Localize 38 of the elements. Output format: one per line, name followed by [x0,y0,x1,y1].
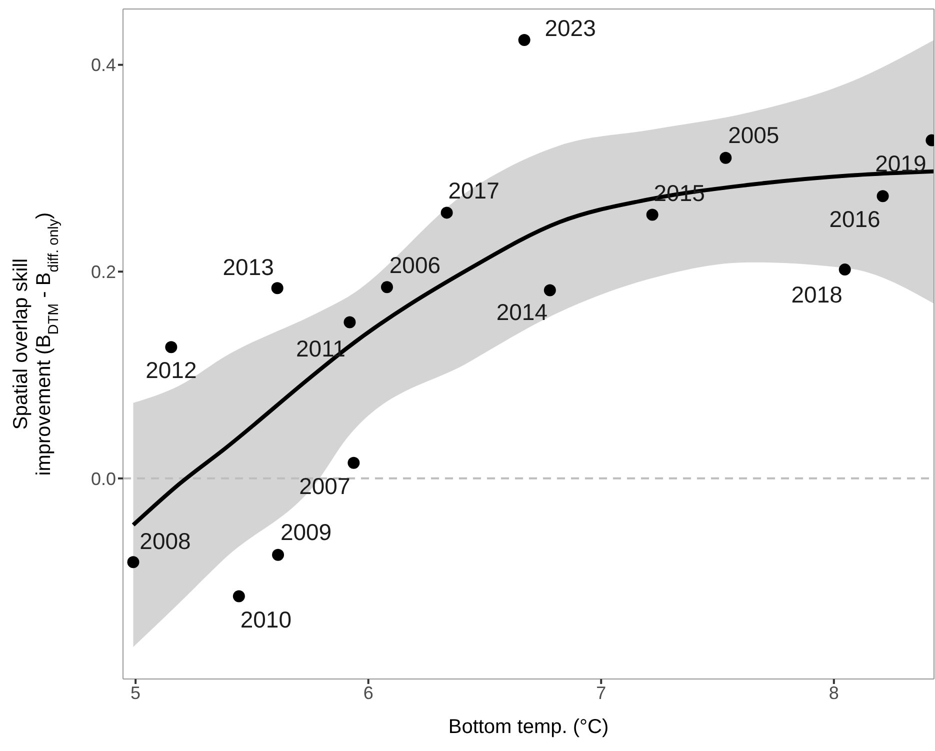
y-tick-label: 0.0 [90,468,116,489]
point [440,206,453,219]
point [344,316,356,328]
annotation: 2019 [875,150,926,176]
point [348,456,360,469]
point [838,264,851,276]
annotation: 2012 [146,357,197,384]
x-tick-label: 5 [130,682,141,703]
point [646,208,658,221]
point [271,282,284,294]
point [720,152,732,164]
annotation: 2017 [448,178,500,204]
annotation: 2016 [829,206,880,232]
annotation: 2007 [299,472,350,499]
annotation: 2008 [140,528,191,554]
annotation: 2010 [240,606,292,632]
annotation: 2014 [496,299,548,326]
point [518,34,530,46]
x-tick-label: 8 [828,682,839,703]
annotation: 2013 [222,254,274,280]
x-axis-title: Bottom temp. (°C) [448,716,609,738]
point [272,548,284,561]
annotation: 2011 [296,335,346,362]
x-tick-label: 7 [596,682,606,703]
point [127,556,140,568]
annotation: 2006 [389,252,441,278]
annotation: 2005 [728,122,780,148]
point [165,341,178,354]
point [876,190,889,202]
annotation: 2023 [544,15,596,42]
y-tick-label: 0.4 [90,55,116,76]
point [232,590,245,602]
point [380,281,393,294]
y-tick-label: 0.2 [90,262,116,282]
point [544,284,556,296]
annotation: 2009 [280,518,332,545]
x-tick-label: 6 [363,682,374,703]
annotation: 2018 [791,282,842,308]
